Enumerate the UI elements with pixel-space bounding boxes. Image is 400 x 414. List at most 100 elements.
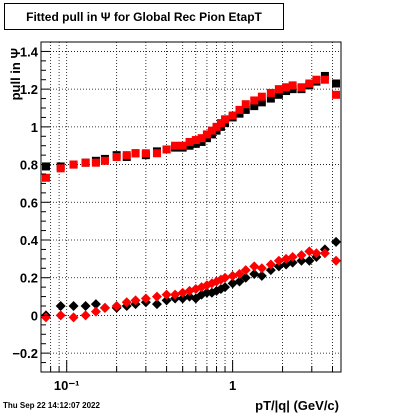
series-2 xyxy=(40,236,342,321)
data-point xyxy=(282,83,291,92)
data-point xyxy=(216,119,225,128)
data-point xyxy=(266,88,275,97)
data-point xyxy=(304,246,315,257)
data-point xyxy=(55,301,66,311)
data-point xyxy=(240,272,251,283)
data-point xyxy=(170,289,181,300)
data-point xyxy=(256,270,267,281)
data-point xyxy=(241,105,250,114)
data-point xyxy=(332,90,341,99)
data-point xyxy=(197,134,206,143)
series-3 xyxy=(40,246,342,323)
data-point xyxy=(296,250,307,261)
data-point xyxy=(202,130,211,139)
data-point xyxy=(274,90,283,99)
data-point xyxy=(220,272,231,283)
data-point xyxy=(185,137,194,146)
data-point xyxy=(141,149,150,158)
axis-ticks xyxy=(40,50,334,373)
data-point xyxy=(234,268,245,279)
x-axis-label: pT/|q| (GeV/c) xyxy=(255,398,339,413)
data-point xyxy=(274,85,283,94)
data-point xyxy=(297,83,306,92)
data-point xyxy=(287,251,298,262)
data-point xyxy=(250,102,259,111)
data-point xyxy=(112,153,121,162)
y-tick-label: 0.4 xyxy=(20,233,39,248)
data-point xyxy=(140,293,151,304)
data-point xyxy=(287,257,298,268)
y-tick-label: −0.2 xyxy=(12,346,38,361)
data-point xyxy=(68,312,79,323)
data-point xyxy=(40,312,51,323)
y-tick-label: 0.8 xyxy=(20,158,38,173)
series-1 xyxy=(41,75,341,182)
data-point xyxy=(178,141,187,150)
data-point xyxy=(80,310,91,321)
data-point xyxy=(130,295,141,306)
data-point xyxy=(41,162,50,171)
data-point xyxy=(296,255,307,266)
data-point xyxy=(68,301,79,311)
y-tick-label: 1 xyxy=(31,120,38,135)
y-tick-label: 0.2 xyxy=(20,271,38,286)
data-point xyxy=(332,79,341,88)
data-point xyxy=(221,115,230,124)
data-point xyxy=(161,295,172,306)
series-layer xyxy=(40,71,342,323)
data-point xyxy=(320,75,329,84)
data-point xyxy=(250,96,259,105)
data-point xyxy=(319,248,330,259)
data-point xyxy=(228,111,237,120)
data-point xyxy=(273,255,284,266)
data-point xyxy=(100,156,109,165)
data-point xyxy=(256,263,267,274)
y-axis-label: pull in Ψ xyxy=(8,48,23,100)
data-point xyxy=(273,261,284,272)
data-point xyxy=(288,81,297,90)
data-point xyxy=(111,301,122,311)
data-point xyxy=(56,164,65,173)
y-tick-label: 0 xyxy=(31,308,38,323)
y-tick-label: 1.4 xyxy=(20,44,39,59)
data-point xyxy=(69,160,78,169)
data-point xyxy=(311,248,322,259)
data-point xyxy=(171,141,180,150)
data-point xyxy=(161,289,172,300)
data-point xyxy=(257,92,266,101)
x-tick-label: 10⁻¹ xyxy=(54,378,80,393)
data-point xyxy=(151,291,162,302)
y-tick-label: 0.6 xyxy=(20,195,38,210)
data-point xyxy=(90,299,101,310)
data-point xyxy=(121,297,132,308)
data-point xyxy=(249,261,260,272)
timestamp: Thu Sep 22 14:12:07 2022 xyxy=(3,401,100,410)
data-point xyxy=(265,265,276,276)
data-point xyxy=(191,136,200,145)
data-point xyxy=(331,236,342,247)
data-point xyxy=(41,173,50,182)
data-point xyxy=(331,255,342,266)
data-point xyxy=(99,302,110,313)
data-point xyxy=(305,79,314,88)
data-point xyxy=(207,126,216,135)
x-tick-label: 1 xyxy=(229,378,236,393)
data-point xyxy=(80,301,91,311)
data-point xyxy=(151,299,162,310)
data-point xyxy=(90,306,101,317)
data-point xyxy=(304,255,315,266)
axis-tick-labels: 10⁻¹ 1 −0.2 0 0.2 0.4 0.6 0.8 1 1.2 1.4 xyxy=(12,44,236,393)
data-point xyxy=(265,259,276,270)
data-point xyxy=(212,122,221,131)
data-point xyxy=(91,158,100,167)
data-point xyxy=(55,310,66,321)
data-point xyxy=(249,268,260,279)
data-point xyxy=(257,98,266,107)
data-point xyxy=(240,265,251,276)
data-point xyxy=(220,282,231,293)
data-point xyxy=(152,149,161,158)
chart-title: Fitted pull in Ψ for Global Rec Pion Eta… xyxy=(4,3,284,30)
plot-frame xyxy=(40,41,342,373)
data-point xyxy=(266,94,275,103)
